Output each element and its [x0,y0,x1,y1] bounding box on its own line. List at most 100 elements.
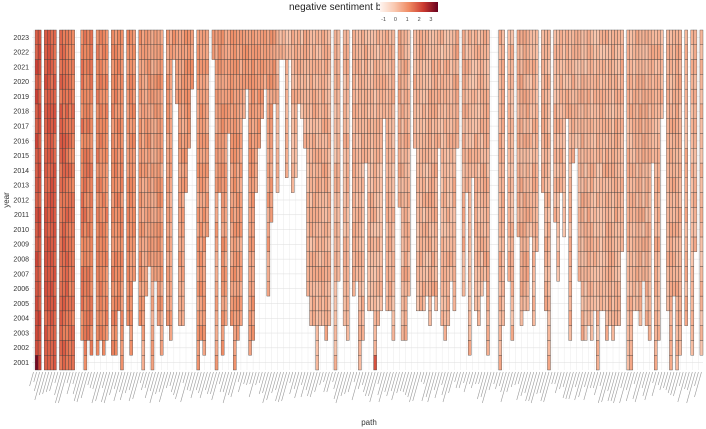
heatmap-cell [324,88,329,105]
heatmap-cell [617,236,621,252]
heatmap-cell [477,162,481,178]
heatmap-cell [105,221,109,238]
heatmap-cell [275,118,280,134]
heatmap-cell [440,207,444,223]
heatmap-cell [275,29,280,45]
heatmap-cell [321,88,325,105]
x-tick-label [289,371,294,384]
heatmap-cell [379,236,383,252]
heatmap-cell [446,281,451,297]
heatmap-cell [647,236,652,252]
heatmap-cell [89,148,94,164]
x-tick-label [34,371,40,392]
heatmap-cell [617,103,621,119]
heatmap-cell [153,236,158,252]
heatmap-cell [397,59,402,75]
heatmap-cell [693,29,698,45]
x-tick-label [101,371,111,403]
heatmap-cell [318,88,322,105]
heatmap-cell [596,251,600,267]
heatmap-cell [428,236,432,252]
heatmap-cell [80,221,85,238]
heatmap-cell [388,295,393,312]
heatmap-cell [617,59,621,75]
heatmap-cell [528,44,533,60]
heatmap-cell [294,118,298,134]
heatmap-cell [181,148,185,164]
legend-ticks: -1 0 1 2 3 [381,17,432,23]
heatmap-cell [483,192,487,208]
heatmap-cell [434,59,438,75]
heatmap-cell [220,133,225,149]
heatmap-cell [519,103,524,119]
heatmap-cell [382,59,386,75]
heatmap-cell [480,103,484,119]
heatmap-cell [166,295,170,312]
heatmap-cell [525,251,530,267]
heatmap-cell [449,103,454,119]
heatmap-cell [309,177,313,193]
heatmap-cell [236,207,240,223]
heatmap-cell [647,192,652,208]
heatmap-cell [318,162,322,178]
heatmap-cell [516,103,521,119]
heatmap-cell [355,44,359,60]
heatmap-cell [666,133,670,149]
heatmap-cell [413,133,417,149]
heatmap-cell [132,74,136,90]
heatmap-cell [440,295,444,312]
heatmap-cell [678,251,682,267]
heatmap-cell [629,192,634,208]
heatmap-cell [419,162,423,178]
heatmap-cell [467,162,472,178]
heatmap-cell [568,221,573,238]
heatmap-cell [141,88,146,105]
heatmap-cell [422,59,426,75]
heatmap-cell [596,88,600,105]
heatmap-cell [373,103,377,119]
y-tick-label: 2001 [13,360,29,367]
heatmap-cell [477,236,481,252]
heatmap-cell [230,236,234,252]
heatmap-cell [583,59,588,75]
y-tick-label: 2013 [13,183,29,190]
heatmap-cell [50,355,54,371]
heatmap-cell [327,221,332,238]
heatmap-cell [611,221,615,238]
heatmap-cell [391,118,396,134]
heatmap-cell [684,192,688,208]
heatmap-cell [34,325,39,341]
heatmap-cell [37,207,42,223]
x-tick-label [119,371,129,401]
heatmap-cell [419,133,423,149]
heatmap-cell [605,295,609,312]
heatmap-cell [568,295,573,312]
x-tick-label [524,371,531,394]
heatmap-cell [50,44,54,60]
heatmap-cell [327,266,332,282]
heatmap-cell [559,103,563,119]
heatmap-cell [257,59,261,75]
heatmap-cell [422,29,426,45]
heatmap-cell [37,118,42,134]
heatmap-cell [461,177,466,193]
heatmap-cell [654,148,658,164]
heatmap-cell [248,133,252,149]
heatmap-cell [443,266,447,282]
heatmap-cell [71,281,75,297]
heatmap-cell [437,88,441,105]
heatmap-cell [223,310,228,326]
heatmap-cell [233,118,237,134]
heatmap-cell [583,295,588,312]
heatmap-cell [483,118,487,134]
heatmap-cell [120,118,124,134]
heatmap-cell [666,148,670,164]
heatmap-cell [62,29,66,45]
heatmap-cell [669,221,673,238]
heatmap-cell [223,251,228,267]
heatmap-cell [333,118,338,134]
heatmap-cell [59,162,63,178]
heatmap-cell [638,281,643,297]
heatmap-cell [83,133,88,149]
heatmap-cell [370,29,374,45]
